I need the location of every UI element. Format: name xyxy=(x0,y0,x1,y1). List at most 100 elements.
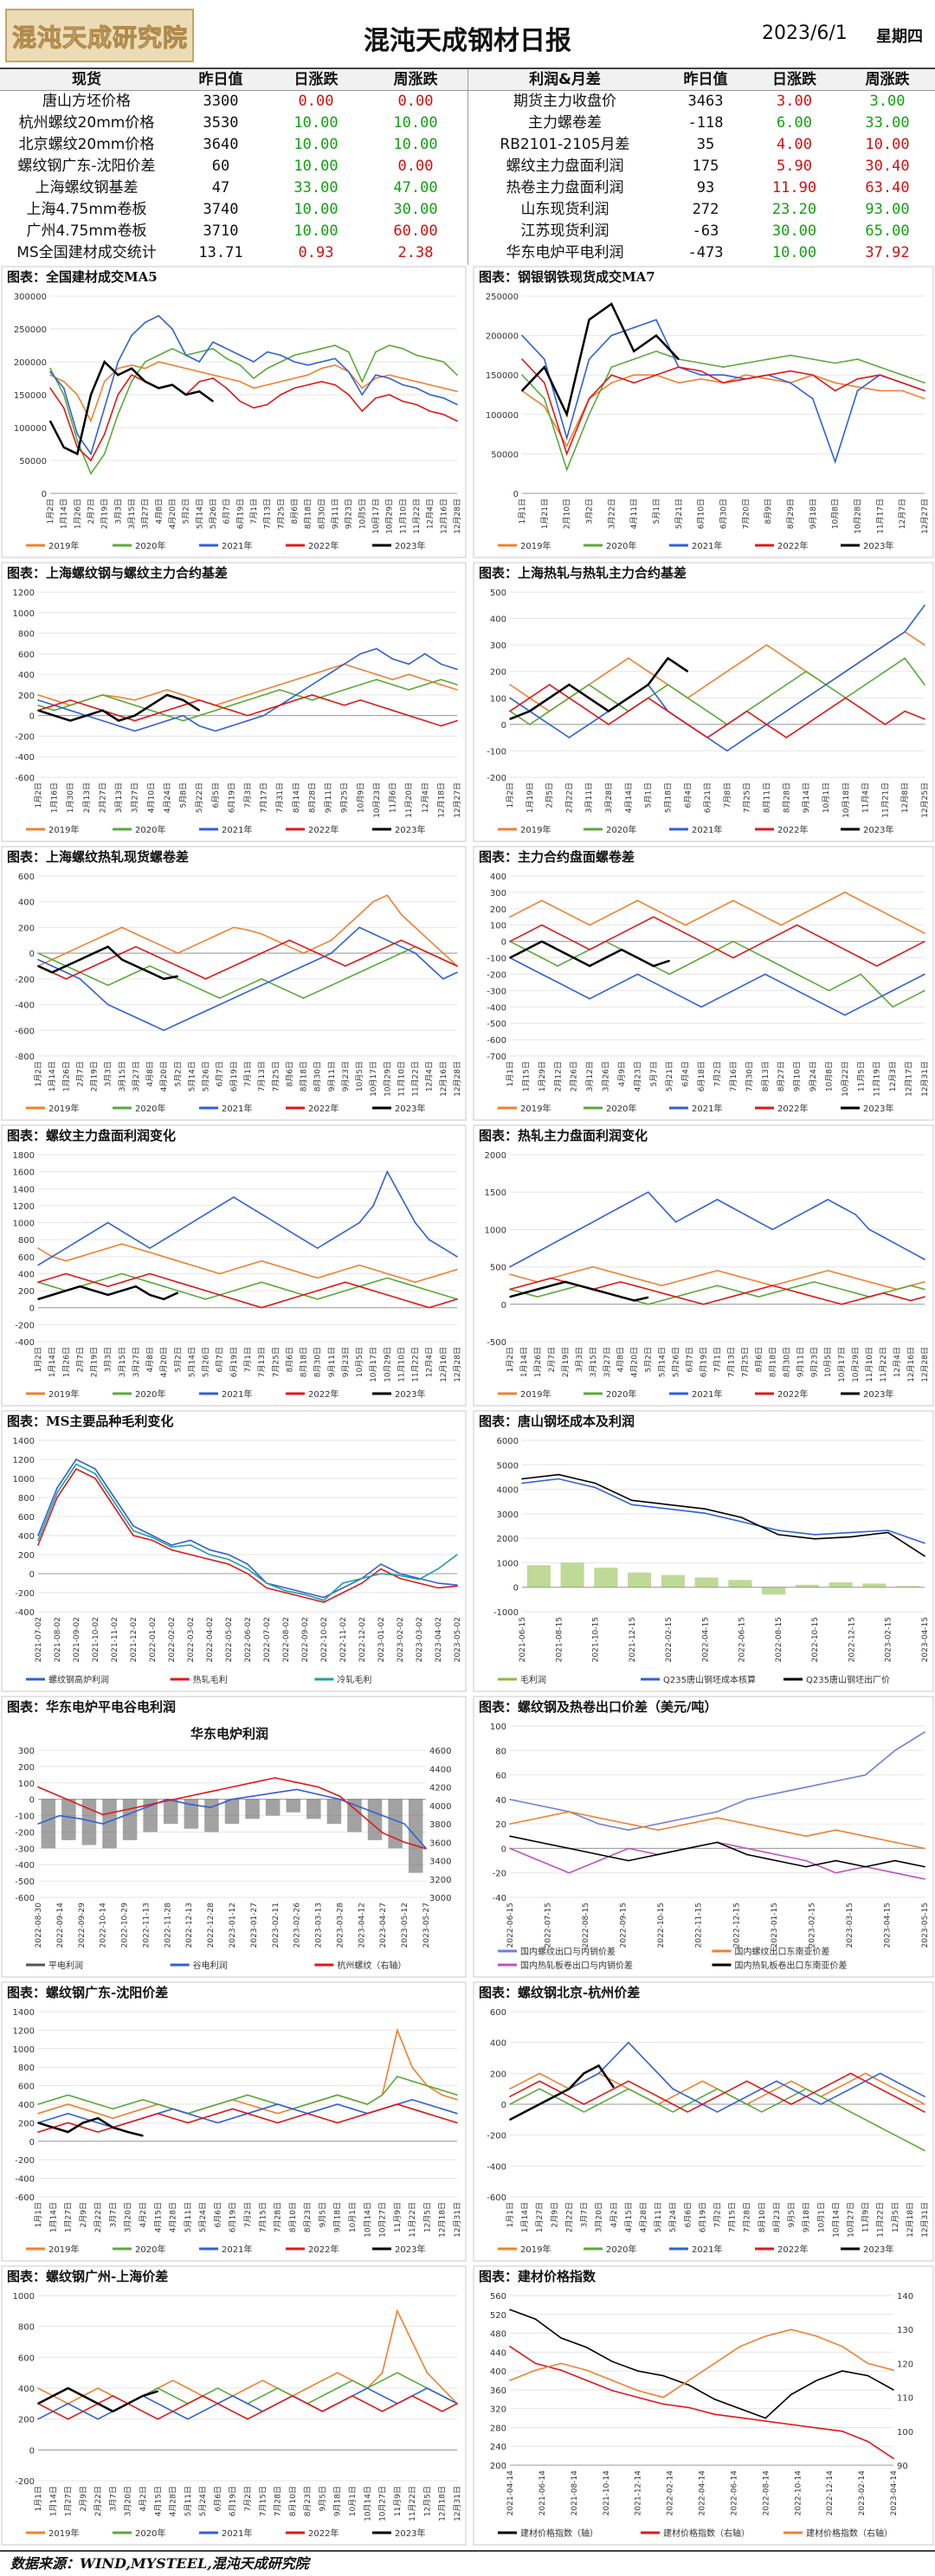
table-cell-right: 37.92 xyxy=(865,244,910,261)
data-point xyxy=(437,1582,439,1584)
data-point xyxy=(688,1277,691,1279)
data-point xyxy=(233,926,235,929)
table-cell-right: 3.00 xyxy=(777,93,812,110)
data-point xyxy=(293,387,295,390)
data-point xyxy=(849,2088,852,2090)
data-point xyxy=(149,1252,151,1253)
x-tick-label: 9月11日 xyxy=(327,1347,337,1377)
data-point xyxy=(157,2418,159,2420)
data-point xyxy=(739,2407,741,2410)
data-point xyxy=(924,1288,925,1291)
y-tick-label: 0 xyxy=(501,2101,506,2110)
x-tick-label: 5月2日 xyxy=(644,1347,654,1372)
x-tick-label: 8月10日 xyxy=(288,2486,298,2516)
data-point xyxy=(171,2380,174,2381)
y-tick-label: -300 xyxy=(487,987,506,996)
data-point xyxy=(218,1294,221,1296)
x-tick-label: 2022-09-29 xyxy=(78,1903,87,1948)
data-point xyxy=(509,1296,511,1298)
data-point xyxy=(701,2080,704,2083)
x-tick-label: 3月3日 xyxy=(575,1347,584,1372)
data-point xyxy=(117,414,119,415)
y-tick-label: 100 xyxy=(18,1780,35,1789)
data-point xyxy=(376,673,377,675)
data-point xyxy=(37,1786,39,1788)
x-tick-label: 1月14日 xyxy=(48,1347,57,1377)
data-point xyxy=(158,361,160,363)
data-point xyxy=(190,1554,191,1555)
data-point xyxy=(166,689,168,691)
data-point xyxy=(274,984,277,987)
x-tick-label: 2月26日 xyxy=(570,1061,579,1092)
legend-label: 2023年 xyxy=(863,824,893,835)
data-point xyxy=(875,908,878,910)
y-tick-label: 1200 xyxy=(13,1202,35,1212)
data-point xyxy=(597,2072,600,2075)
data-point xyxy=(428,1239,430,1240)
report-title: 混沌天成钢材日报 xyxy=(364,26,571,56)
x-tick-label: 2023-03-13 xyxy=(315,1903,324,1948)
x-tick-label: 1月14日 xyxy=(60,499,69,529)
data-point xyxy=(879,374,881,377)
data-point xyxy=(456,2112,458,2115)
data-point xyxy=(182,719,184,722)
data-point xyxy=(386,894,389,897)
data-point xyxy=(544,382,545,384)
data-point xyxy=(612,2086,615,2089)
data-point xyxy=(106,1003,109,1006)
chart-title: 图表：螺纹主力盘面利润变化 xyxy=(7,1128,176,1143)
data-point xyxy=(380,1573,382,1575)
y-tick-label: -200 xyxy=(487,970,506,980)
y-tick-label: -200 xyxy=(487,2132,506,2141)
y-tick-label: -600 xyxy=(15,2193,35,2203)
data-point xyxy=(76,394,79,396)
legend-label: 2020年 xyxy=(135,540,165,551)
data-point xyxy=(230,709,233,712)
data-point xyxy=(764,973,766,976)
data-point xyxy=(428,952,430,954)
data-point xyxy=(633,358,635,360)
data-point xyxy=(835,2096,837,2097)
y2-tick-label: 90 xyxy=(897,2462,908,2471)
y-tick-label: 600 xyxy=(18,873,35,882)
x-tick-label: 12月7日 xyxy=(898,499,907,529)
x-tick-label: 2022-06-02 xyxy=(244,1617,253,1662)
data-point xyxy=(678,358,680,360)
data-point xyxy=(65,952,68,954)
data-point xyxy=(657,2096,659,2097)
data-point xyxy=(321,2108,324,2110)
data-point xyxy=(426,2372,429,2373)
x-tick-label: 3月15日 xyxy=(118,1347,127,1377)
data-point xyxy=(796,973,798,976)
data-point xyxy=(231,1798,233,1800)
chart-frame xyxy=(1,562,467,842)
y2-tick-label: 3000 xyxy=(429,1894,451,1903)
data-point xyxy=(780,965,782,967)
data-point xyxy=(182,704,184,706)
data-point xyxy=(701,2096,704,2097)
data-point xyxy=(441,2117,443,2119)
data-point xyxy=(177,1290,179,1291)
data-point xyxy=(583,2080,585,2083)
chart-frame xyxy=(1,1410,467,1692)
data-point xyxy=(158,354,160,357)
x-tick-label: 10月29日 xyxy=(851,1347,861,1382)
data-point xyxy=(790,2096,792,2097)
bar-mark xyxy=(347,1799,362,1832)
data-point xyxy=(537,1296,538,1298)
data-point xyxy=(126,2403,129,2405)
data-point xyxy=(82,2410,84,2412)
x-tick-label: 4月28日 xyxy=(169,2202,178,2232)
data-point xyxy=(879,2072,881,2075)
data-point xyxy=(534,2318,537,2321)
data-point xyxy=(612,2080,615,2083)
data-point xyxy=(150,714,152,717)
x-tick-label: 1月27日 xyxy=(64,2202,74,2232)
data-point xyxy=(704,1512,706,1514)
data-point xyxy=(80,1804,82,1806)
data-point xyxy=(716,1841,719,1844)
data-point xyxy=(456,2098,458,2101)
table-cell-left: 2.38 xyxy=(397,244,434,261)
data-point xyxy=(731,2103,733,2105)
data-point xyxy=(274,1777,276,1779)
